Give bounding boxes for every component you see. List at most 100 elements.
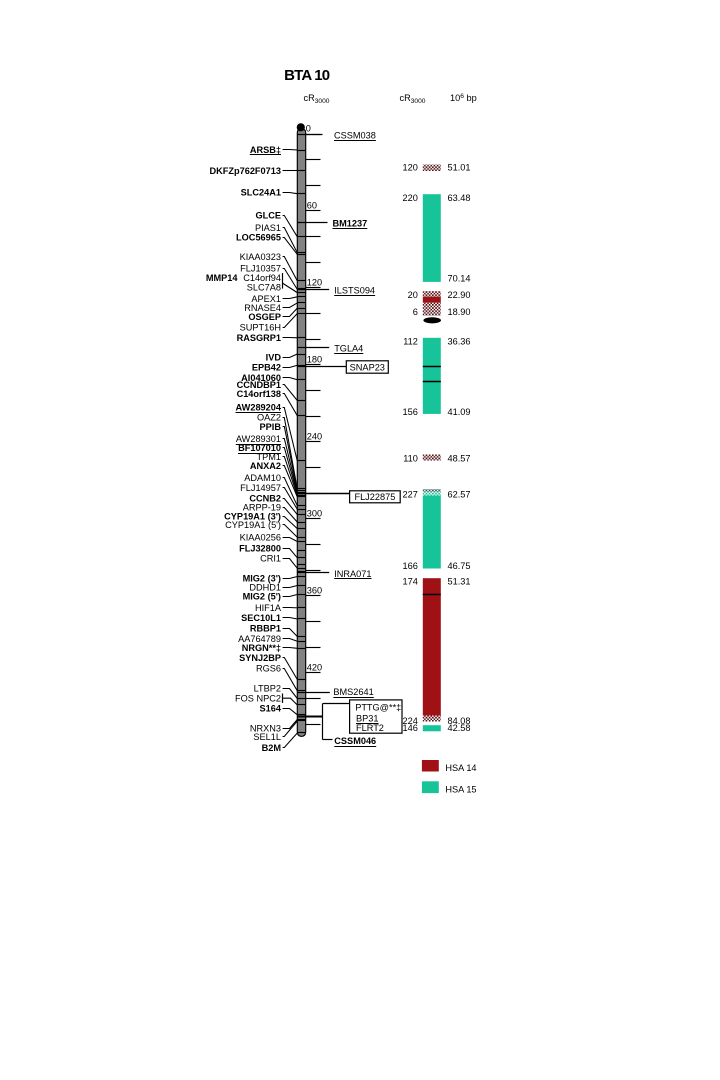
svg-text:FLJ22875: FLJ22875 bbox=[354, 492, 395, 502]
svg-text:42.58: 42.58 bbox=[448, 723, 471, 733]
svg-text:FLJ32800: FLJ32800 bbox=[239, 544, 281, 554]
svg-text:174: 174 bbox=[403, 577, 418, 587]
svg-text:OSGEP: OSGEP bbox=[248, 312, 281, 322]
svg-text:36.36: 36.36 bbox=[448, 336, 471, 346]
svg-text:360: 360 bbox=[307, 586, 322, 596]
svg-text:180: 180 bbox=[307, 355, 322, 365]
svg-text:CYP19A1 (5'): CYP19A1 (5') bbox=[225, 520, 281, 530]
svg-text:MIG2 (5'): MIG2 (5') bbox=[243, 592, 281, 602]
svg-text:166: 166 bbox=[403, 561, 418, 571]
svg-text:HSA 15: HSA 15 bbox=[445, 784, 476, 794]
svg-text:TGLA4: TGLA4 bbox=[334, 344, 363, 354]
svg-text:SEC10L1: SEC10L1 bbox=[241, 613, 281, 623]
svg-text:AW289301: AW289301 bbox=[236, 434, 281, 444]
svg-text:AW289204: AW289204 bbox=[236, 403, 282, 413]
svg-text:MIG2 (3'): MIG2 (3') bbox=[243, 574, 281, 584]
svg-text:CRI1: CRI1 bbox=[260, 553, 281, 563]
svg-text:22.90: 22.90 bbox=[448, 290, 471, 300]
svg-text:84.08: 84.08 bbox=[448, 716, 471, 726]
svg-text:106 bp: 106 bp bbox=[450, 93, 477, 103]
svg-text:CCNB2: CCNB2 bbox=[249, 493, 281, 503]
svg-text:RASGRP1: RASGRP1 bbox=[237, 333, 281, 343]
svg-text:FLJ10357: FLJ10357 bbox=[240, 263, 281, 273]
svg-text:AA764789: AA764789 bbox=[238, 634, 281, 644]
svg-text:62.57: 62.57 bbox=[448, 489, 471, 499]
svg-text:FLRT2: FLRT2 bbox=[356, 723, 384, 733]
svg-text:0: 0 bbox=[306, 124, 311, 134]
svg-text:PIAS1: PIAS1 bbox=[255, 223, 281, 233]
svg-text:GLCE: GLCE bbox=[255, 211, 281, 221]
svg-text:CSSM038: CSSM038 bbox=[334, 131, 376, 141]
svg-text:SLC7A8: SLC7A8 bbox=[247, 282, 281, 292]
svg-text:RGS6: RGS6 bbox=[256, 664, 281, 674]
svg-text:112: 112 bbox=[403, 336, 418, 346]
svg-text:300: 300 bbox=[307, 509, 322, 519]
svg-text:NRXN3: NRXN3 bbox=[250, 723, 281, 733]
svg-text:60: 60 bbox=[307, 201, 317, 211]
svg-text:PPIB: PPIB bbox=[260, 422, 282, 432]
svg-text:CYP19A1 (3'): CYP19A1 (3') bbox=[224, 512, 281, 522]
svg-text:SYNJ2BP: SYNJ2BP bbox=[239, 653, 281, 663]
svg-text:LTBP2: LTBP2 bbox=[254, 684, 281, 694]
svg-text:FOS NPC2: FOS NPC2 bbox=[235, 694, 281, 704]
svg-text:240: 240 bbox=[307, 432, 322, 442]
svg-text:KIAA0256: KIAA0256 bbox=[240, 533, 281, 543]
svg-text:110: 110 bbox=[403, 453, 418, 463]
svg-text:420: 420 bbox=[307, 663, 322, 673]
svg-text:IVD: IVD bbox=[266, 353, 282, 363]
svg-text:DDHD1: DDHD1 bbox=[249, 583, 281, 593]
svg-text:48.57: 48.57 bbox=[448, 453, 471, 463]
svg-text:CCNDBP1: CCNDBP1 bbox=[237, 380, 281, 390]
svg-text:BF107010: BF107010 bbox=[238, 443, 281, 453]
svg-text:KIAA0323: KIAA0323 bbox=[240, 252, 281, 262]
svg-text:BM1237: BM1237 bbox=[333, 219, 368, 229]
svg-text:HSA 14: HSA 14 bbox=[445, 763, 476, 773]
svg-text:ARSB‡: ARSB‡ bbox=[250, 145, 281, 155]
svg-text:SLC24A1: SLC24A1 bbox=[241, 188, 281, 198]
svg-text:SNAP23: SNAP23 bbox=[350, 362, 385, 372]
svg-text:C14orf94: C14orf94 bbox=[243, 273, 281, 283]
svg-text:224: 224 bbox=[403, 716, 418, 726]
svg-text:227: 227 bbox=[403, 489, 418, 499]
svg-text:C14orf138: C14orf138 bbox=[237, 389, 281, 399]
svg-text:ANXA2: ANXA2 bbox=[250, 461, 281, 471]
svg-text:PTTG@**‡: PTTG@**‡ bbox=[355, 703, 401, 713]
svg-text:TPM1: TPM1 bbox=[256, 452, 281, 462]
svg-text:146: 146 bbox=[403, 723, 418, 733]
svg-text:CSSM046: CSSM046 bbox=[334, 736, 376, 746]
svg-text:156: 156 bbox=[403, 407, 418, 417]
svg-text:BTA 10: BTA 10 bbox=[284, 67, 330, 84]
svg-text:120: 120 bbox=[403, 162, 418, 172]
svg-text:FLJ14957: FLJ14957 bbox=[240, 483, 281, 493]
svg-text:18.90: 18.90 bbox=[448, 307, 471, 317]
svg-text:EPB42: EPB42 bbox=[252, 363, 281, 373]
svg-text:6: 6 bbox=[413, 307, 418, 317]
svg-text:20: 20 bbox=[408, 290, 418, 300]
svg-text:51.31: 51.31 bbox=[448, 577, 471, 587]
svg-text:BP31: BP31 bbox=[356, 714, 378, 724]
svg-text:46.75: 46.75 bbox=[448, 561, 471, 571]
svg-text:OAZ2: OAZ2 bbox=[257, 413, 281, 423]
svg-text:41.09: 41.09 bbox=[448, 407, 471, 417]
svg-text:NRGN**‡: NRGN**‡ bbox=[242, 643, 281, 653]
svg-text:ARPP-19: ARPP-19 bbox=[243, 502, 281, 512]
svg-text:70.14: 70.14 bbox=[448, 274, 471, 284]
svg-text:120: 120 bbox=[307, 278, 322, 288]
svg-text:DKFZp762F0713: DKFZp762F0713 bbox=[210, 166, 282, 176]
svg-text:RNASE4: RNASE4 bbox=[244, 303, 281, 313]
svg-text:RBBP1: RBBP1 bbox=[250, 623, 281, 633]
svg-text:220: 220 bbox=[403, 193, 418, 203]
svg-text:S164: S164 bbox=[260, 704, 282, 714]
svg-text:SEL1L: SEL1L bbox=[253, 732, 281, 742]
svg-text:63.48: 63.48 bbox=[448, 193, 471, 203]
svg-text:BMS2641: BMS2641 bbox=[333, 687, 373, 697]
svg-text:ADAM10: ADAM10 bbox=[244, 473, 281, 483]
svg-text:SUPT16H: SUPT16H bbox=[240, 323, 281, 333]
svg-text:51.01: 51.01 bbox=[448, 162, 471, 172]
svg-text:B2M: B2M bbox=[262, 743, 282, 753]
svg-text:HIF1A: HIF1A bbox=[255, 603, 282, 613]
svg-text:MMP14: MMP14 bbox=[206, 273, 239, 283]
svg-text:ILSTS094: ILSTS094 bbox=[334, 286, 375, 296]
svg-text:APEX1: APEX1 bbox=[251, 294, 281, 304]
svg-text:AI041060: AI041060 bbox=[241, 373, 281, 383]
